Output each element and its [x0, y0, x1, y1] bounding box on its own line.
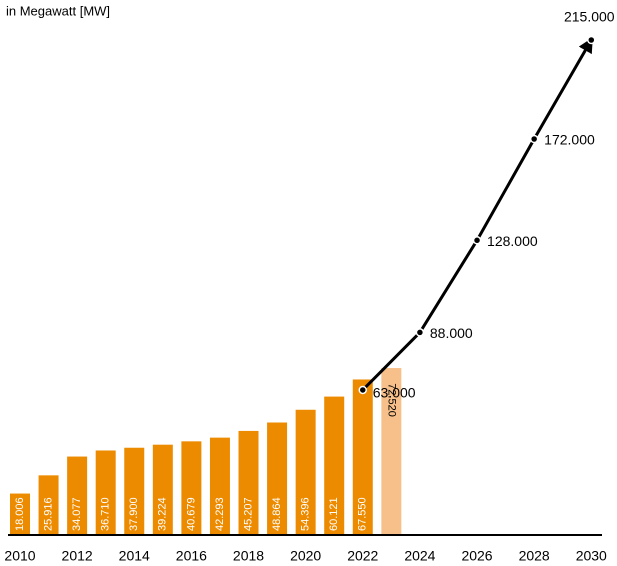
bar: [95, 450, 116, 535]
bar-label: 39.224: [157, 497, 169, 531]
x-tick-label: 2012: [62, 548, 93, 564]
target-point: [587, 35, 596, 45]
bar: [352, 379, 373, 535]
bar-label: 72.520: [385, 383, 397, 417]
bar: [324, 396, 345, 535]
bar-label: 40.679: [185, 497, 197, 531]
x-tick-label: 2024: [404, 548, 435, 564]
bar: [238, 430, 259, 535]
target-label: 88.000: [430, 325, 473, 341]
bar-label: 37.900: [128, 497, 140, 531]
target-point: [415, 328, 425, 337]
bar-label: 67.550: [357, 497, 369, 531]
target-point: [529, 134, 539, 144]
bar: [9, 493, 30, 535]
bar-label: 48.864: [271, 497, 283, 531]
bar-label: 45.207: [242, 497, 254, 531]
target-point: [472, 236, 482, 245]
target-line: [361, 37, 593, 392]
x-tick-label: 2014: [119, 548, 150, 564]
target-label: 215.000: [564, 9, 615, 25]
bar-label: 42.293: [214, 497, 226, 531]
x-tick-label: 2022: [347, 548, 378, 564]
bar: [181, 441, 202, 535]
bar-label: 18.006: [14, 497, 26, 531]
x-tick-label: 2010: [4, 548, 35, 564]
bar: [295, 409, 316, 535]
x-tick-label: 2016: [176, 548, 207, 564]
bar: [38, 475, 59, 535]
bar-label: 54.396: [300, 497, 312, 531]
bar: [67, 456, 88, 535]
bar: [267, 422, 288, 535]
target-label: 172.000: [544, 132, 595, 148]
x-tick-label: 2020: [290, 548, 321, 564]
subtitle: in Megawatt [MW]: [6, 3, 110, 18]
target-label: 128.000: [487, 233, 538, 249]
x-tick-label: 2030: [576, 548, 607, 564]
bar-label: 25.916: [42, 497, 54, 531]
bar-label: 60.121: [328, 497, 340, 531]
target-label: 63.000: [373, 385, 416, 401]
x-tick-label: 2026: [461, 548, 492, 564]
bar-label: 34.077: [71, 497, 83, 531]
bar-label: 36.710: [100, 497, 112, 531]
bar: [381, 368, 402, 535]
bar: [209, 437, 230, 535]
x-tick-label: 2018: [233, 548, 264, 564]
target-point: [358, 385, 368, 395]
x-tick-label: 2028: [519, 548, 550, 564]
bar: [124, 447, 145, 535]
bar: [152, 444, 173, 535]
